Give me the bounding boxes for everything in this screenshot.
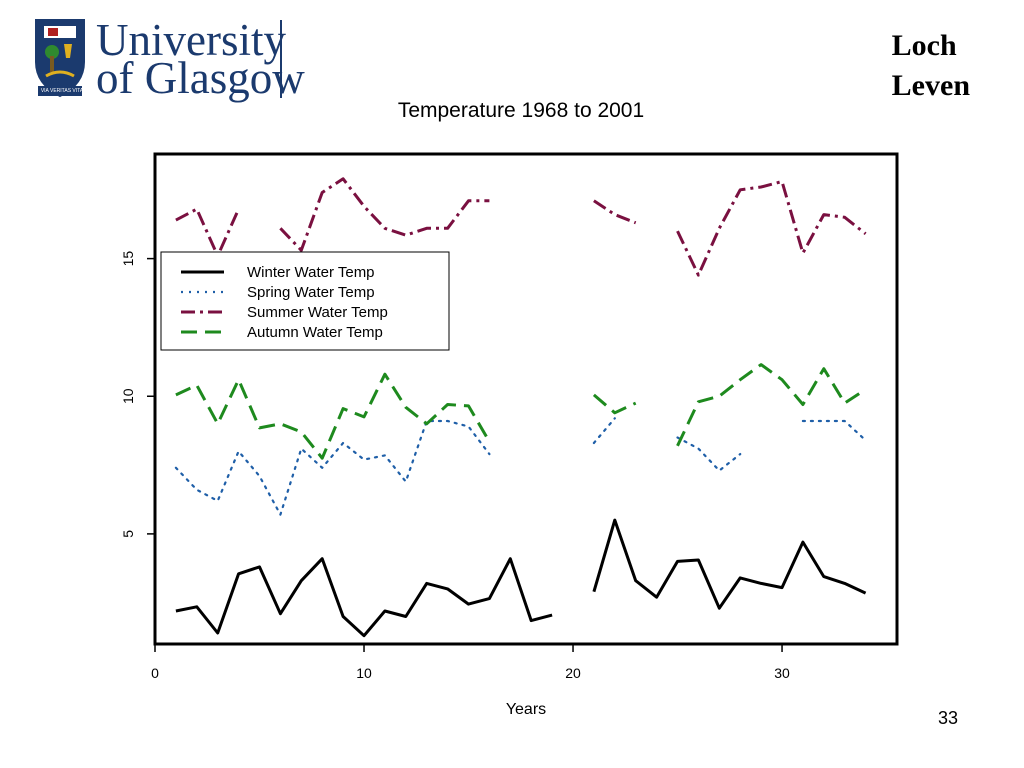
legend: Winter Water Temp Spring Water Temp Summer… — [160, 251, 450, 351]
logo-text-university: University — [96, 15, 286, 65]
y-tick-label: 15 — [120, 251, 136, 267]
y-tick-label: 10 — [120, 388, 136, 404]
x-tick-label: 30 — [774, 665, 790, 681]
x-tick-label: 10 — [356, 665, 372, 681]
legend-label-3: Autumn Water Temp — [247, 324, 383, 341]
y-tick-label: 5 — [120, 530, 136, 538]
series-line-2 — [175, 177, 867, 277]
series-line-3 — [175, 363, 867, 460]
slide-title-line2: Leven — [891, 69, 970, 102]
legend-label-1: Spring Water Temp — [247, 284, 375, 301]
axes: 0 10 20 30 5 10 15 — [120, 251, 790, 681]
x-tick-label: 0 — [151, 665, 159, 681]
university-logo: VIA VERITAS VITA — [34, 18, 284, 98]
logo-motto: VIA VERITAS VITA — [40, 88, 84, 94]
plot-frame — [153, 152, 899, 646]
chart-title: Temperature 1968 to 2001 — [398, 99, 644, 122]
legend-label-0: Winter Water Temp — [247, 264, 375, 281]
logo-text-glasgow: of Glasgow — [96, 53, 305, 103]
crest-icon — [35, 19, 85, 98]
series-line-0 — [175, 518, 867, 638]
series-line-1 — [174, 417, 867, 516]
x-tick-label: 20 — [565, 665, 581, 681]
page-number: 33 — [938, 708, 959, 728]
x-axis-label: Years — [506, 701, 546, 718]
series-lines — [174, 177, 867, 638]
legend-label-2: Summer Water Temp — [247, 304, 388, 321]
legend-box — [160, 251, 450, 351]
slide-title: Loch Leven — [892, 26, 970, 106]
slide-title-line1: Loch — [891, 29, 957, 62]
logo-divider — [280, 20, 282, 98]
